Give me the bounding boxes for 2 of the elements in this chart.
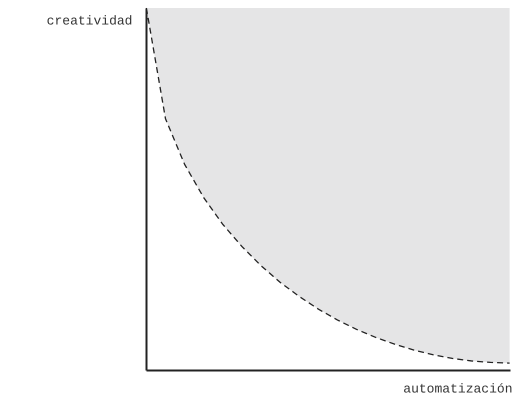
y-axis-title: creatividad <box>46 14 132 28</box>
x-axis-title: automatización <box>403 382 512 396</box>
